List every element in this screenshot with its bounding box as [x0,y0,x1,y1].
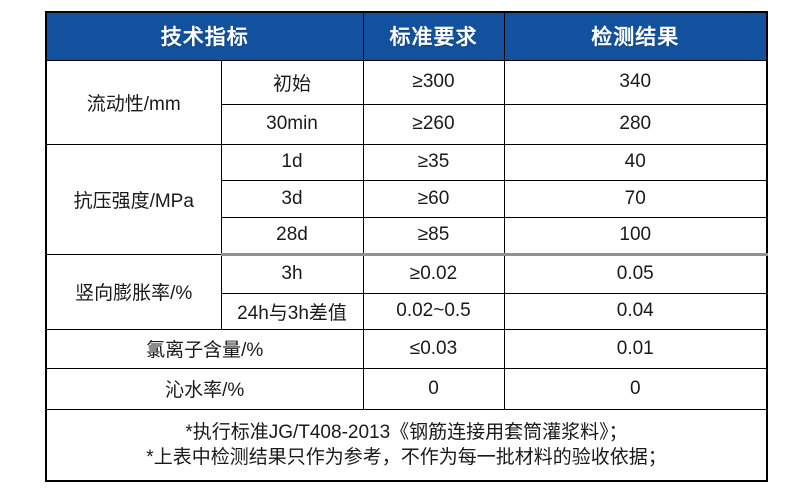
row-notes: *执行标准JG/T408-2013《钢筋连接用套筒灌浆料》； *上表中检测结果只… [45,408,768,482]
row-strength-3d: 3d ≥60 70 [46,179,768,218]
standard-cell: ≥85 [362,216,505,256]
result-cell: 0 [503,367,768,410]
row-strength-28d: 28d ≥85 100 [46,216,768,256]
row-expansion-diff: 24h与3h差值 0.02~0.5 0.04 [46,292,768,330]
condition-cell: 24h与3h差值 [220,292,364,330]
result-cell: 100 [503,216,768,256]
standard-cell: 0.02~0.5 [362,292,505,330]
row-strength-1d: 抗压强度/MPa 1d ≥35 40 [45,143,768,255]
row-fluidity-initial: 流动性/mm 初始 ≥300 340 [45,59,768,145]
standard-cell: ≥0.02 [362,253,505,294]
condition-cell: 28d [220,216,364,256]
notes-cell: *执行标准JG/T408-2013《钢筋连接用套筒灌浆料》； *上表中检测结果只… [45,408,768,482]
standard-cell: 0 [362,367,505,410]
header-row: 技术指标 标准要求 检测结果 [45,11,768,61]
row-label-chloride-content: 氯离子含量/% [45,328,364,369]
condition-cell: 初始 [220,59,364,105]
row-fluidity-30min: 30min ≥260 280 [46,103,768,145]
standard-cell: ≤0.03 [362,328,505,369]
result-cell: 340 [503,59,768,105]
row-chloride: 氯离子含量/% ≤0.03 0.01 [45,328,768,369]
header-standard-requirement: 标准要求 [362,11,505,61]
condition-cell: 1d [220,143,364,181]
standard-cell: ≥260 [362,103,505,145]
row-label-vertical-expansion: 竖向膨胀率/% [45,253,222,330]
standard-cell: ≥35 [362,143,505,181]
row-label-bleeding-rate: 沁水率/% [45,367,364,410]
row-expansion-3h: 竖向膨胀率/% 3h ≥0.02 0.05 [45,253,768,330]
header-test-result: 检测结果 [503,11,768,61]
standard-cell: ≥60 [362,179,505,218]
row-label-compressive-strength: 抗压强度/MPa [45,143,222,255]
result-cell: 40 [503,143,768,181]
row-label-fluidity: 流动性/mm [45,59,222,145]
result-cell: 70 [503,179,768,218]
result-cell: 280 [503,103,768,145]
condition-cell: 3d [220,179,364,218]
row-bleeding: 沁水率/% 0 0 [45,367,768,410]
note-line: *上表中检测结果只作为参考，不作为每一批材料的验收依据； [146,446,667,468]
note-line: *执行标准JG/T408-2013《钢筋连接用套筒灌浆料》； [185,421,628,443]
result-cell: 0.04 [503,292,768,330]
condition-cell: 30min [220,103,364,145]
result-cell: 0.01 [503,328,768,369]
condition-cell: 3h [220,253,364,294]
standard-cell: ≥300 [362,59,505,105]
header-technical-indicator: 技术指标 [45,11,364,61]
spec-table: 技术指标 标准要求 检测结果 流动性/mm 初始 ≥300 340 30min … [45,11,768,482]
result-cell: 0.05 [503,253,768,294]
